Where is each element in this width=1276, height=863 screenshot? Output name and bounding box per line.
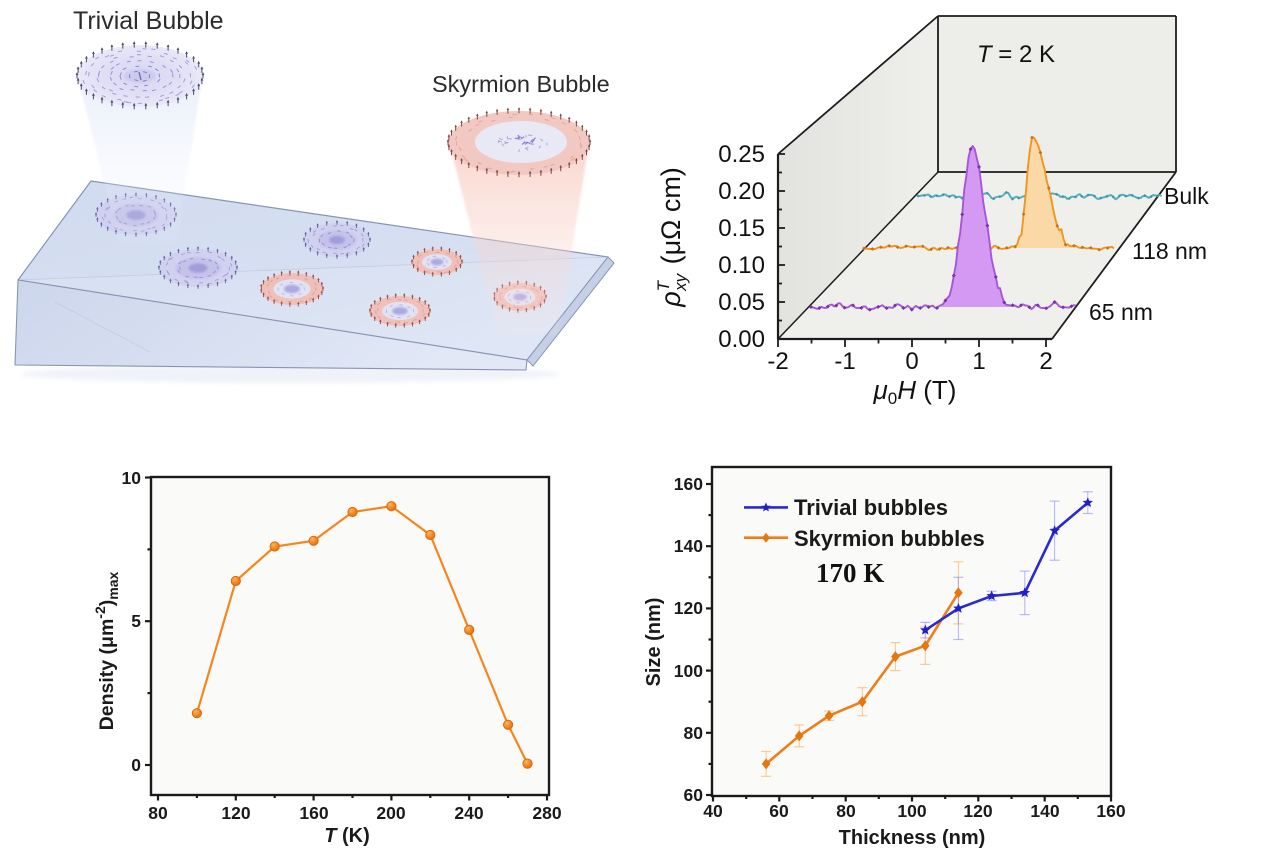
svg-text:280: 280 [532, 803, 561, 823]
svg-text:-2: -2 [767, 348, 788, 375]
svg-text:Bulk: Bulk [1164, 183, 1209, 209]
svg-text:0: 0 [131, 755, 141, 775]
svg-text:Thickness (nm): Thickness (nm) [839, 827, 986, 849]
svg-text:0.15: 0.15 [718, 215, 765, 242]
svg-text:120: 120 [963, 801, 992, 821]
svg-text:120: 120 [674, 598, 703, 618]
svg-text:μ0H (T): μ0H (T) [873, 375, 957, 408]
svg-text:160: 160 [674, 474, 703, 494]
svg-text:100: 100 [897, 801, 926, 821]
svg-text:ρTxy (μΩ cm): ρTxy (μΩ cm) [654, 167, 690, 308]
svg-text:140: 140 [1030, 801, 1059, 821]
svg-text:T = 2 K: T = 2 K [977, 41, 1055, 68]
svg-text:0.00: 0.00 [718, 326, 765, 353]
svg-text:60: 60 [769, 801, 789, 821]
svg-text:-1: -1 [834, 348, 855, 375]
svg-text:170 K: 170 K [816, 558, 884, 588]
svg-text:160: 160 [299, 803, 328, 823]
svg-text:0.25: 0.25 [718, 141, 765, 168]
svg-text:0: 0 [905, 348, 918, 375]
svg-text:40: 40 [703, 801, 723, 821]
svg-text:0.05: 0.05 [718, 289, 765, 316]
svg-text:80: 80 [836, 801, 856, 821]
svg-text:120: 120 [221, 803, 250, 823]
svg-text:Density (μm-2)max: Density (μm-2)max [92, 571, 121, 730]
svg-text:80: 80 [684, 723, 704, 743]
svg-text:160: 160 [1096, 801, 1125, 821]
svg-text:Size (nm): Size (nm) [643, 598, 665, 687]
svg-text:240: 240 [454, 803, 483, 823]
svg-text:Skyrmion Bubble: Skyrmion Bubble [432, 71, 610, 97]
svg-text:100: 100 [674, 661, 703, 681]
svg-text:0.10: 0.10 [718, 252, 765, 279]
svg-text:140: 140 [674, 536, 703, 556]
svg-text:T (K): T (K) [324, 825, 370, 847]
svg-text:118 nm: 118 nm [1132, 238, 1207, 264]
svg-text:80: 80 [148, 803, 168, 823]
svg-text:60: 60 [684, 785, 704, 805]
svg-text:5: 5 [131, 611, 141, 631]
svg-text:Trivial Bubble: Trivial Bubble [73, 7, 224, 35]
svg-text:65 nm: 65 nm [1089, 299, 1153, 325]
svg-text:1: 1 [972, 348, 985, 375]
svg-text:Trivial bubbles: Trivial bubbles [794, 495, 948, 520]
svg-text:0.20: 0.20 [718, 178, 765, 205]
svg-text:Skyrmion bubbles: Skyrmion bubbles [794, 526, 985, 551]
svg-text:2: 2 [1039, 348, 1052, 375]
svg-text:200: 200 [376, 803, 405, 823]
svg-text:10: 10 [122, 468, 142, 488]
